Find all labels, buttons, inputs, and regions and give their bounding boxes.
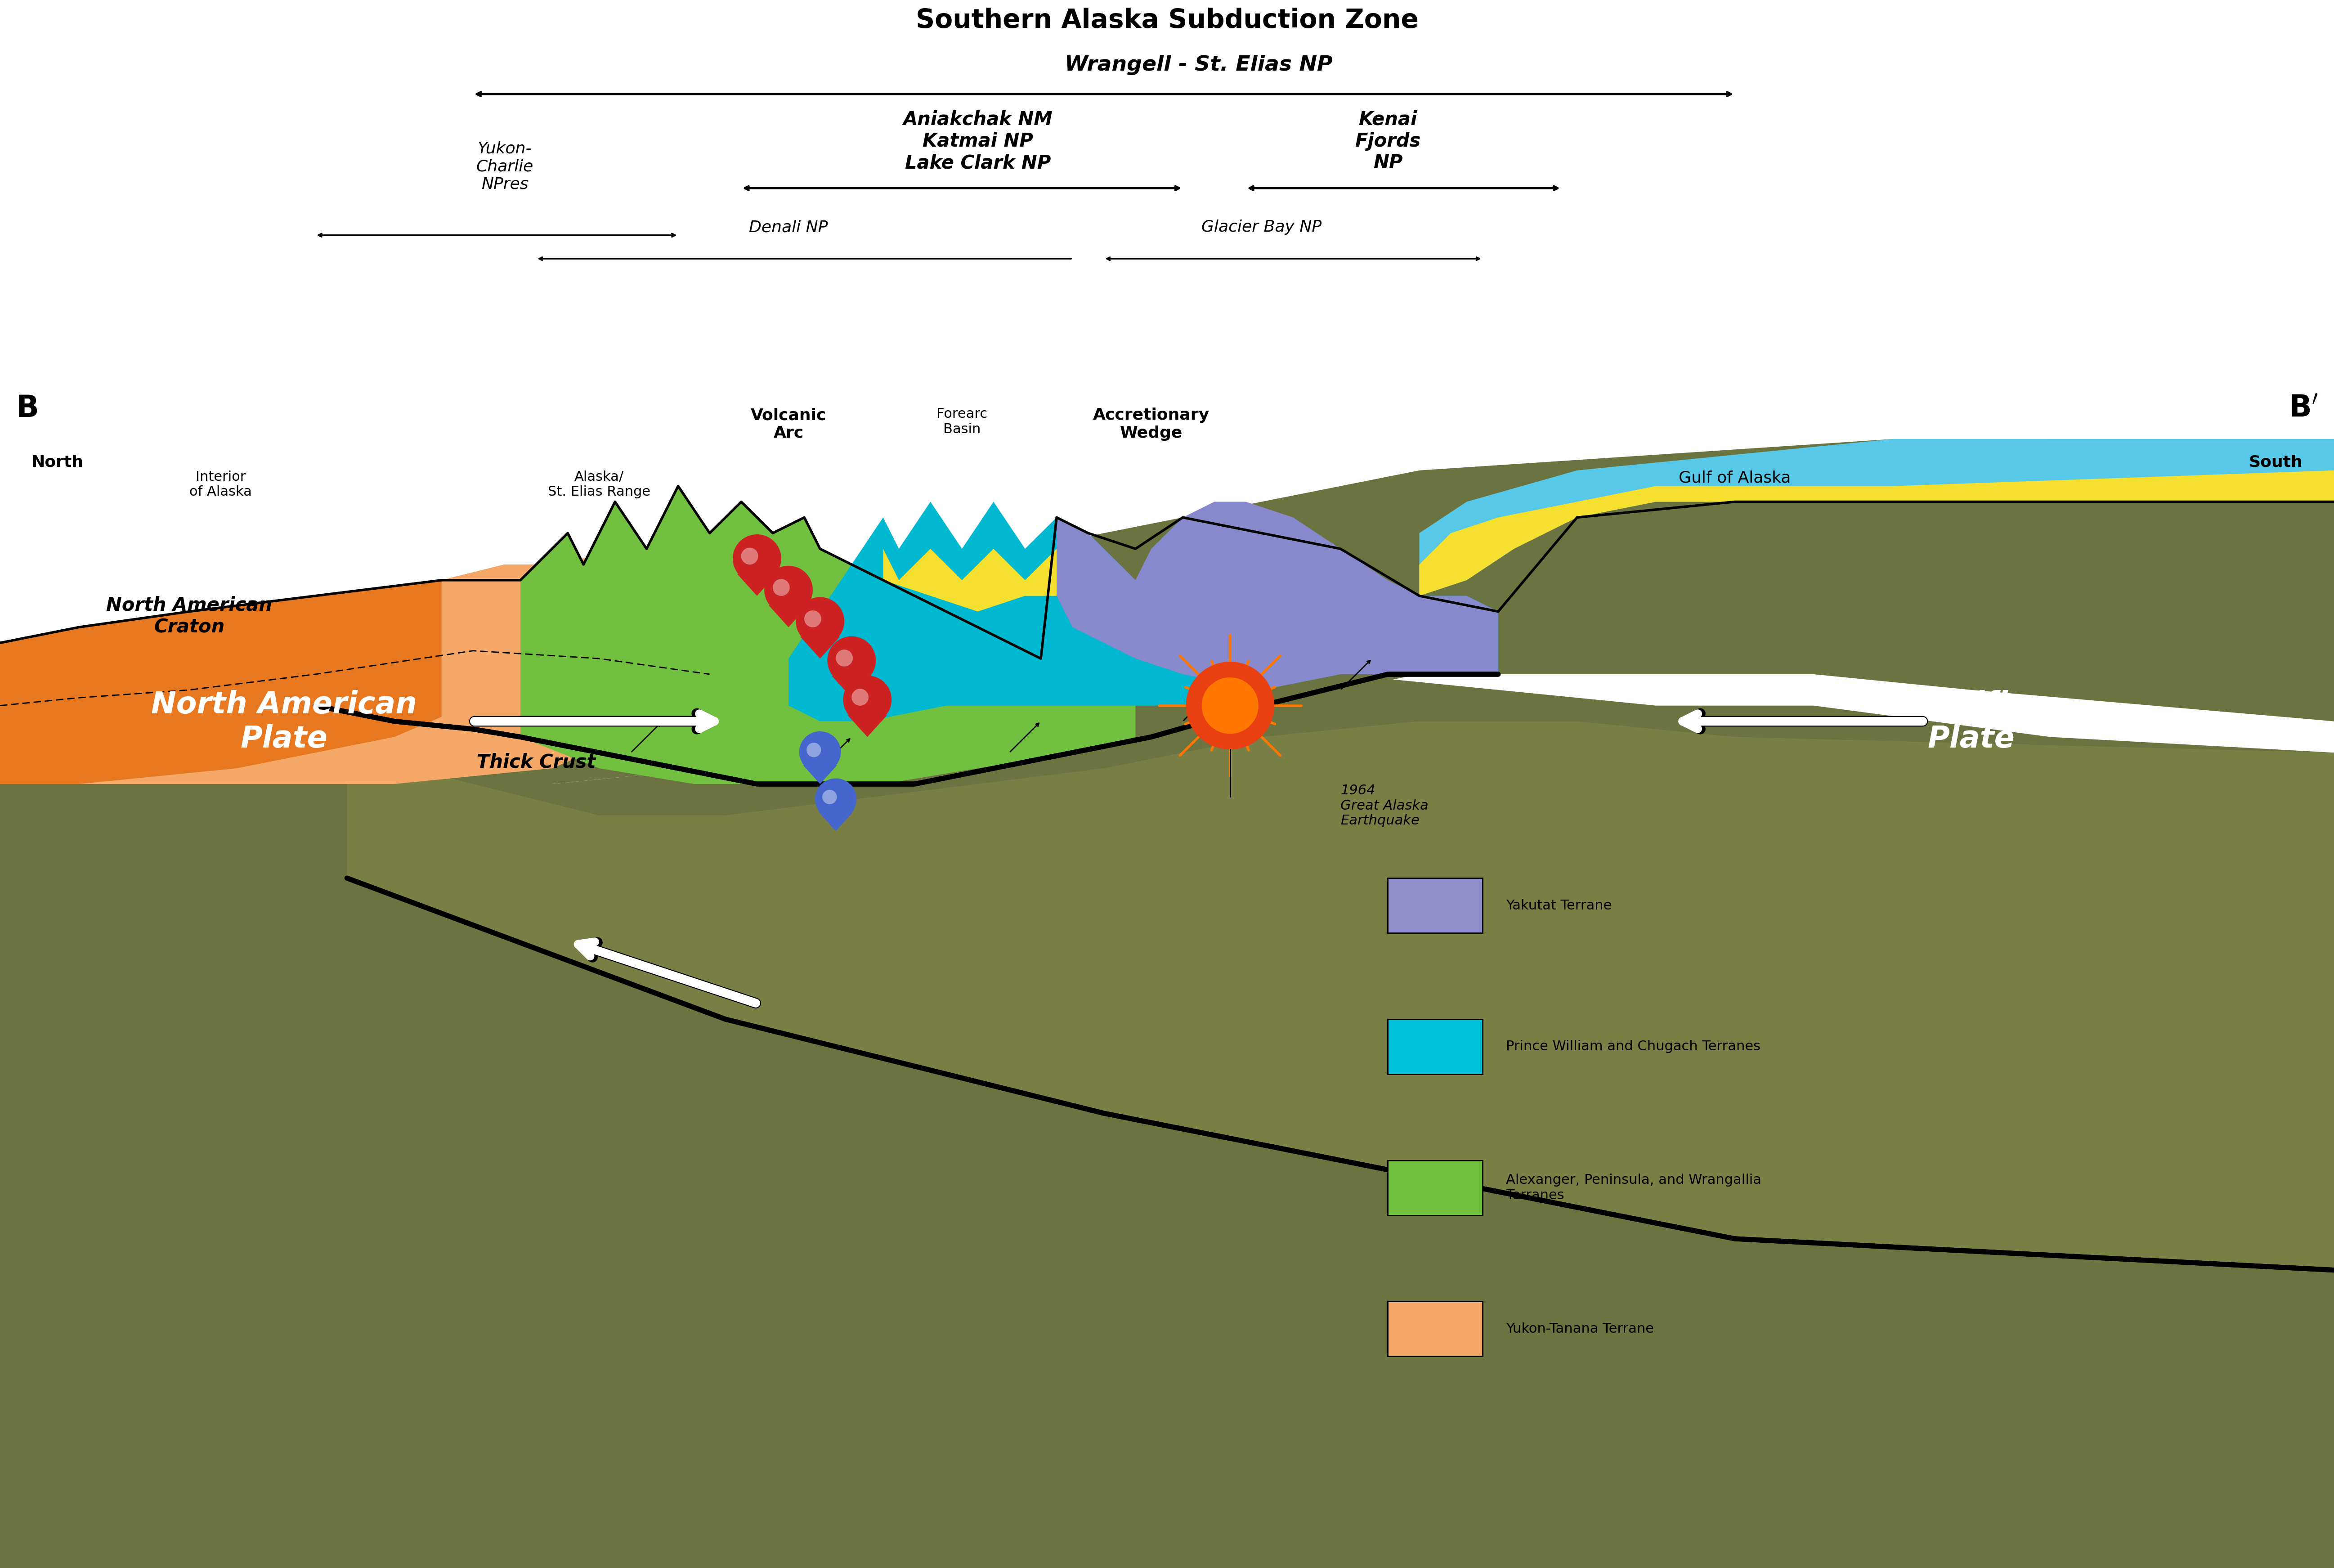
Text: Pacific
Plate: Pacific Plate (1916, 690, 2026, 754)
Polygon shape (836, 649, 852, 666)
Polygon shape (826, 637, 875, 685)
FancyBboxPatch shape (1389, 1019, 1482, 1074)
Text: $\mathbf{B}$: $\mathbf{B}$ (16, 394, 37, 423)
Polygon shape (803, 765, 838, 784)
Text: 1964
Great Alaska
Earthquake: 1964 Great Alaska Earthquake (1340, 784, 1428, 828)
FancyBboxPatch shape (1389, 878, 1482, 933)
Text: Accretionary
Wedge: Accretionary Wedge (1092, 408, 1209, 441)
FancyBboxPatch shape (1389, 1160, 1482, 1215)
Polygon shape (773, 579, 789, 596)
Text: Yukon-Tanana Terrane: Yukon-Tanana Terrane (1505, 1322, 1655, 1336)
Text: Yukon-
Charlie
NPres: Yukon- Charlie NPres (476, 141, 532, 191)
Polygon shape (808, 743, 822, 757)
Polygon shape (520, 486, 1134, 784)
Text: Alaska/
St. Elias Range: Alaska/ St. Elias Range (548, 470, 651, 499)
Polygon shape (733, 535, 782, 583)
Text: South: South (2248, 455, 2301, 470)
Polygon shape (0, 549, 742, 784)
Text: Alexanger, Peninsula, and Wrangallia
Terranes: Alexanger, Peninsula, and Wrangallia Ter… (1505, 1174, 1762, 1201)
Text: North American
Plate: North American Plate (152, 690, 418, 754)
Text: Wrangell - St. Elias NP: Wrangell - St. Elias NP (1064, 55, 1333, 75)
Polygon shape (798, 731, 840, 773)
Text: Gulf of Alaska: Gulf of Alaska (1678, 470, 1790, 486)
Polygon shape (819, 812, 852, 831)
Text: Yakutat Terrane: Yakutat Terrane (1505, 898, 1613, 913)
Polygon shape (738, 574, 777, 596)
Polygon shape (822, 790, 838, 804)
Polygon shape (843, 676, 892, 724)
Polygon shape (801, 637, 840, 659)
Polygon shape (1498, 439, 2334, 721)
Text: $\mathbf{B'}$: $\mathbf{B'}$ (2290, 394, 2318, 423)
Polygon shape (847, 715, 887, 737)
Polygon shape (831, 676, 871, 698)
Polygon shape (348, 721, 2334, 1270)
Polygon shape (0, 439, 2334, 784)
Text: Thick Crust: Thick Crust (476, 753, 595, 771)
Text: North American
Craton: North American Craton (107, 596, 273, 637)
Polygon shape (882, 549, 1071, 612)
Polygon shape (1186, 662, 1274, 750)
FancyBboxPatch shape (1389, 1301, 1482, 1356)
Polygon shape (796, 597, 845, 646)
Polygon shape (0, 674, 2334, 1568)
Text: Glacier Bay NP: Glacier Bay NP (1202, 220, 1321, 235)
Polygon shape (768, 605, 808, 627)
Polygon shape (742, 547, 759, 564)
Text: Interior
of Alaska: Interior of Alaska (189, 470, 252, 499)
Polygon shape (763, 566, 812, 615)
Polygon shape (815, 778, 857, 820)
Polygon shape (1419, 470, 2334, 596)
Polygon shape (805, 610, 822, 627)
Polygon shape (441, 549, 742, 768)
Text: North: North (33, 455, 84, 470)
Polygon shape (0, 564, 504, 784)
Polygon shape (789, 502, 1498, 721)
Polygon shape (1057, 502, 1498, 690)
Polygon shape (1202, 677, 1258, 734)
Polygon shape (1419, 439, 2334, 596)
Text: Prince William and Chugach Terranes: Prince William and Chugach Terranes (1505, 1040, 1760, 1054)
Polygon shape (852, 688, 868, 706)
Text: Southern Alaska Subduction Zone: Southern Alaska Subduction Zone (915, 8, 1419, 33)
Text: Forearc
Basin: Forearc Basin (936, 408, 987, 436)
Text: Kenai
Fjords
NP: Kenai Fjords NP (1356, 110, 1421, 172)
Text: Denali NP: Denali NP (749, 220, 829, 235)
Text: Volcanic
Arc: Volcanic Arc (752, 408, 826, 441)
Text: Aniakchak NM
Katmai NP
Lake Clark NP: Aniakchak NM Katmai NP Lake Clark NP (903, 110, 1053, 172)
